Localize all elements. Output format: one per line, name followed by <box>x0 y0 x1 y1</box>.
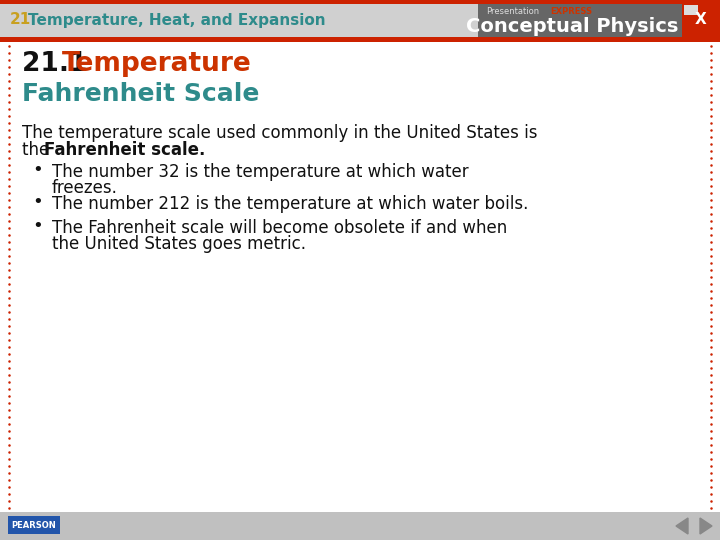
Bar <box>682 4 720 37</box>
Text: The number 212 is the temperature at which water boils.: The number 212 is the temperature at whi… <box>52 195 528 213</box>
Polygon shape <box>676 518 688 534</box>
Text: Temperature, Heat, and Expansion: Temperature, Heat, and Expansion <box>28 12 325 28</box>
Bar <box>0 512 720 540</box>
Bar <box>0 0 720 4</box>
Bar <box>0 37 720 42</box>
Bar <box>684 5 698 15</box>
Polygon shape <box>700 518 712 534</box>
Text: •: • <box>32 217 43 235</box>
Text: Fahrenheit scale.: Fahrenheit scale. <box>44 141 205 159</box>
Bar <box>0 4 720 37</box>
Text: •: • <box>32 193 43 211</box>
Bar <box>478 4 682 37</box>
Text: •: • <box>32 161 43 179</box>
Text: Temperature: Temperature <box>62 51 252 77</box>
Text: The temperature scale used commonly in the United States is: The temperature scale used commonly in t… <box>22 124 538 142</box>
Text: Fahrenheit Scale: Fahrenheit Scale <box>22 82 259 106</box>
Text: X: X <box>695 12 707 28</box>
Bar <box>0 42 720 512</box>
Text: EXPRESS: EXPRESS <box>550 8 592 17</box>
Text: Conceptual Physics: Conceptual Physics <box>466 17 678 37</box>
Text: freezes.: freezes. <box>52 179 118 197</box>
Text: the United States goes metric.: the United States goes metric. <box>52 235 306 253</box>
Text: Presentation: Presentation <box>486 8 539 17</box>
Text: 21.1: 21.1 <box>22 51 96 77</box>
Text: The number 32 is the temperature at which water: The number 32 is the temperature at whic… <box>52 163 469 181</box>
Bar <box>8 516 60 534</box>
Text: PEARSON: PEARSON <box>12 521 56 530</box>
Text: 21: 21 <box>10 12 31 28</box>
Text: The Fahrenheit scale will become obsolete if and when: The Fahrenheit scale will become obsolet… <box>52 219 508 237</box>
Text: the: the <box>22 141 55 159</box>
